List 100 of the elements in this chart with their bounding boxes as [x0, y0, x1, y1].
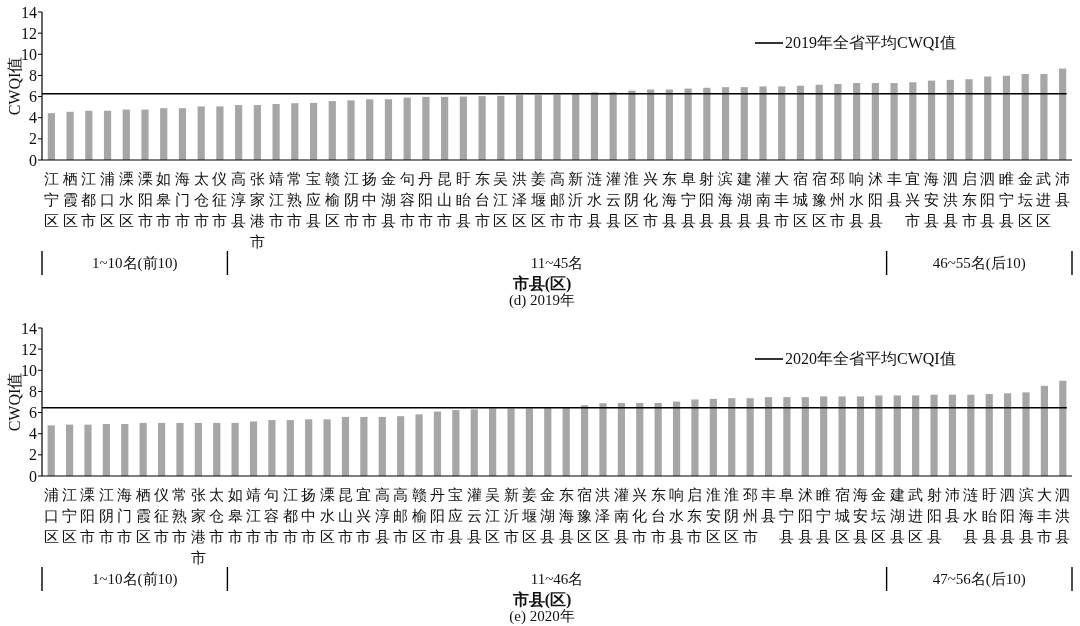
x-tick-label: 浦口区: [100, 171, 116, 229]
text: 47~56名(后10): [932, 571, 1026, 588]
x-tick-label: 赣榆区: [411, 487, 427, 545]
text: 46~55名(后10): [932, 255, 1026, 272]
y-tick-label: 4: [29, 109, 37, 127]
x-tick-label: 丰县: [761, 487, 777, 524]
text: 1~10名(前10): [91, 255, 178, 272]
x-tick-label: 昆山市: [337, 487, 353, 545]
bar: [684, 88, 692, 160]
bar: [967, 394, 975, 476]
bar: [636, 402, 644, 476]
bar: [875, 395, 883, 476]
bar: [422, 96, 430, 160]
x-tick-label: 沭阳县: [797, 487, 813, 545]
bar: [599, 403, 607, 476]
x-tick-label: 盱眙县: [981, 487, 997, 545]
y-axis-title: CWQI值: [6, 372, 23, 432]
bar: [1040, 385, 1049, 476]
x-tick-label: 洪泽区: [512, 171, 528, 229]
x-axis-title: 市县(区): [511, 275, 572, 293]
bar: [912, 395, 920, 476]
bar: [948, 394, 957, 476]
x-tick-label: 灌南县: [613, 487, 629, 545]
bar: [965, 79, 973, 160]
x-tick-label: 仪征市: [154, 487, 170, 545]
x-tick-label: 兴化市: [643, 171, 659, 229]
bar: [927, 80, 936, 160]
x-tick-label: 如皋市: [156, 171, 172, 229]
x-tick-label: 溧水区: [319, 487, 335, 545]
y-tick-label: 8: [29, 66, 37, 84]
x-tick-label: 灌云县: [466, 487, 482, 545]
bar: [691, 399, 699, 476]
x-tick-label: 江都市: [81, 171, 97, 229]
x-tick-label: 泗阳县: [980, 171, 996, 229]
x-tick-label: 宝应县: [306, 171, 322, 229]
bar: [176, 422, 184, 476]
bar: [141, 109, 149, 160]
x-tick-label: 滨海县: [718, 171, 734, 229]
x-tick-label: 金湖县: [380, 171, 396, 229]
bar: [525, 408, 534, 476]
x-tick-label: 东台市: [474, 171, 490, 229]
bar: [820, 396, 828, 476]
x-tick-label: 建湖县: [735, 171, 752, 229]
bar: [764, 397, 773, 476]
x-tick-label: 东台市: [650, 487, 666, 545]
x-tick-label: 淮阴区: [624, 171, 640, 229]
bar: [515, 95, 524, 160]
x-tick-label: 响水县: [669, 487, 685, 545]
bar: [553, 94, 561, 160]
bar: [249, 421, 258, 476]
x-tick-label: 新沂市: [503, 487, 519, 545]
x-tick-label: 兴化市: [632, 487, 648, 545]
x-tick-label: 东海县: [558, 487, 574, 545]
x-tick-label: 高邮市: [393, 487, 409, 545]
bar: [647, 89, 655, 160]
y-tick-label: 14: [21, 319, 37, 337]
bar: [433, 411, 442, 476]
bar: [534, 95, 542, 160]
x-tick-label: 响水县: [849, 171, 865, 229]
x-tick-label: 浦口区: [43, 487, 59, 545]
bar: [328, 101, 336, 160]
x-tick-label: 丹阳市: [418, 171, 434, 229]
x-tick-label: 新沂市: [568, 171, 584, 229]
bar: [709, 398, 717, 476]
bar: [703, 87, 711, 160]
bar: [378, 416, 386, 476]
bar: [1022, 392, 1030, 476]
x-tick-label: 太仓市: [209, 487, 225, 545]
x-tick-label: 赣榆区: [324, 171, 340, 229]
x-tick-label: 江宁区: [62, 487, 78, 545]
bar: [231, 422, 239, 476]
x-tick-label: 东海县: [661, 171, 677, 229]
bar: [572, 94, 580, 160]
y-tick-label: 12: [21, 340, 37, 358]
x-tick-label: 吴江区: [485, 487, 501, 545]
x-tick-label: 海安县: [852, 487, 868, 545]
x-tick-label: 扬中市: [301, 487, 317, 545]
x-tick-label: 沛县: [1055, 171, 1071, 208]
bar: [1040, 74, 1048, 160]
x-tick-label: 高邮市: [549, 171, 565, 229]
bar: [497, 95, 505, 160]
y-tick-label: 4: [29, 425, 37, 443]
x-tick-label: 启东市: [961, 171, 977, 229]
x-tick-label: 武进区: [908, 487, 924, 545]
text: 1~10名(前10): [91, 571, 178, 588]
bar: [65, 424, 74, 476]
x-tick-label: 淮阴区: [724, 487, 740, 545]
bar: [544, 407, 552, 476]
x-tick-label: 盱眙县: [455, 171, 471, 229]
x-tick-label: 宜兴市: [905, 171, 921, 229]
bar: [1021, 74, 1029, 160]
x-tick-label: 建湖县: [888, 487, 905, 545]
x-tick-label: 靖江市: [246, 487, 262, 545]
bar: [1059, 68, 1067, 160]
bar: [235, 105, 243, 160]
x-tick-label: 阜宁县: [779, 487, 795, 545]
bar: [628, 90, 636, 160]
bar: [838, 396, 846, 476]
x-tick-label: 涟水县: [963, 487, 979, 545]
bar: [778, 86, 786, 160]
